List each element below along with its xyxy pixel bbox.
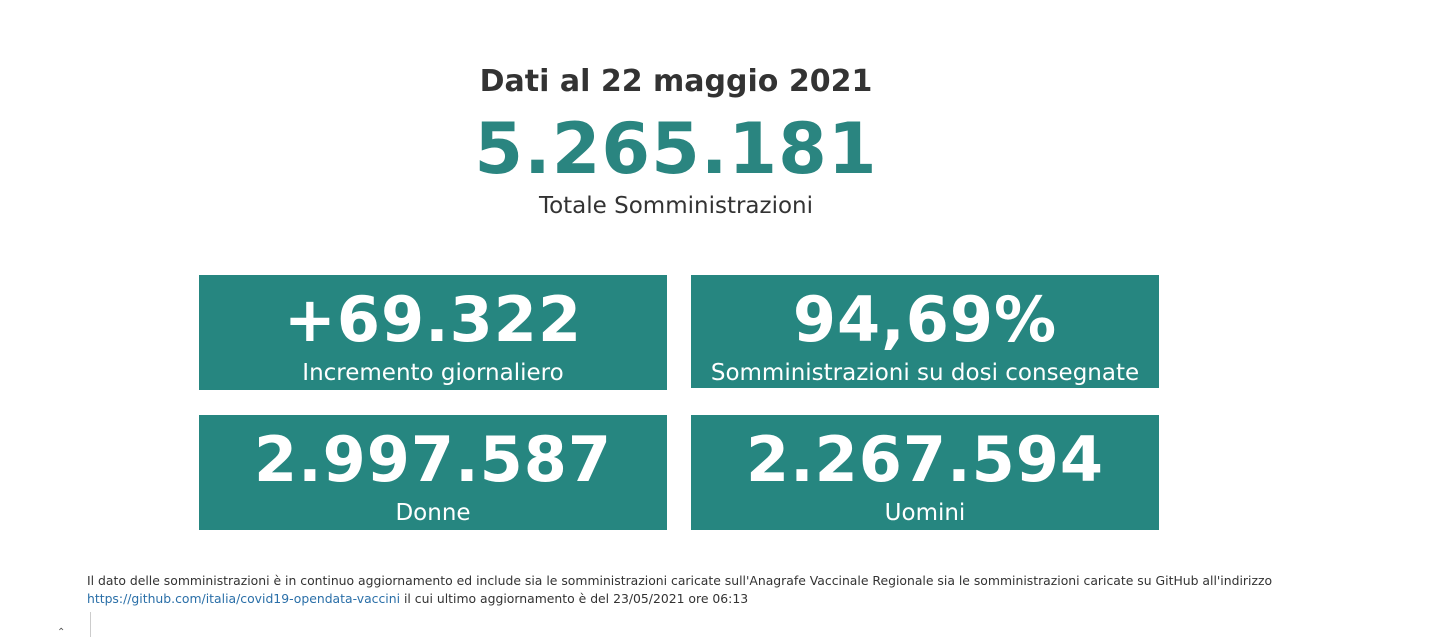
men-label: Uomini (884, 500, 966, 526)
data-footnote: Il dato delle somministrazioni è in cont… (87, 572, 1377, 608)
footnote-update-text: il cui ultimo aggiornamento è del 23/05/… (400, 591, 749, 606)
daily-increment-value: +69.322 (283, 283, 583, 356)
delivered-ratio-value: 94,69% (792, 283, 1058, 356)
total-administrations-value: 5.265.181 (474, 108, 878, 190)
men-card: 2.267.594 Uomini (691, 415, 1159, 530)
date-heading: Dati al 22 maggio 2021 (479, 64, 873, 99)
caret-up-icon[interactable]: ⌃ (57, 627, 66, 638)
daily-increment-card: +69.322 Incremento giornaliero (199, 275, 667, 390)
total-administrations-label: Totale Somministrazioni (538, 193, 814, 219)
men-value: 2.267.594 (745, 423, 1105, 496)
github-link[interactable]: https://github.com/italia/covid19-openda… (87, 591, 401, 606)
divider (90, 612, 91, 637)
delivered-ratio-label: Somministrazioni su dosi consegnate (710, 360, 1140, 386)
delivered-ratio-card: 94,69% Somministrazioni su dosi consegna… (691, 275, 1159, 388)
women-value: 2.997.587 (253, 423, 613, 496)
women-label: Donne (395, 500, 471, 526)
daily-increment-label: Incremento giornaliero (302, 360, 564, 386)
women-card: 2.997.587 Donne (199, 415, 667, 530)
footnote-text: Il dato delle somministrazioni è in cont… (87, 573, 1273, 588)
